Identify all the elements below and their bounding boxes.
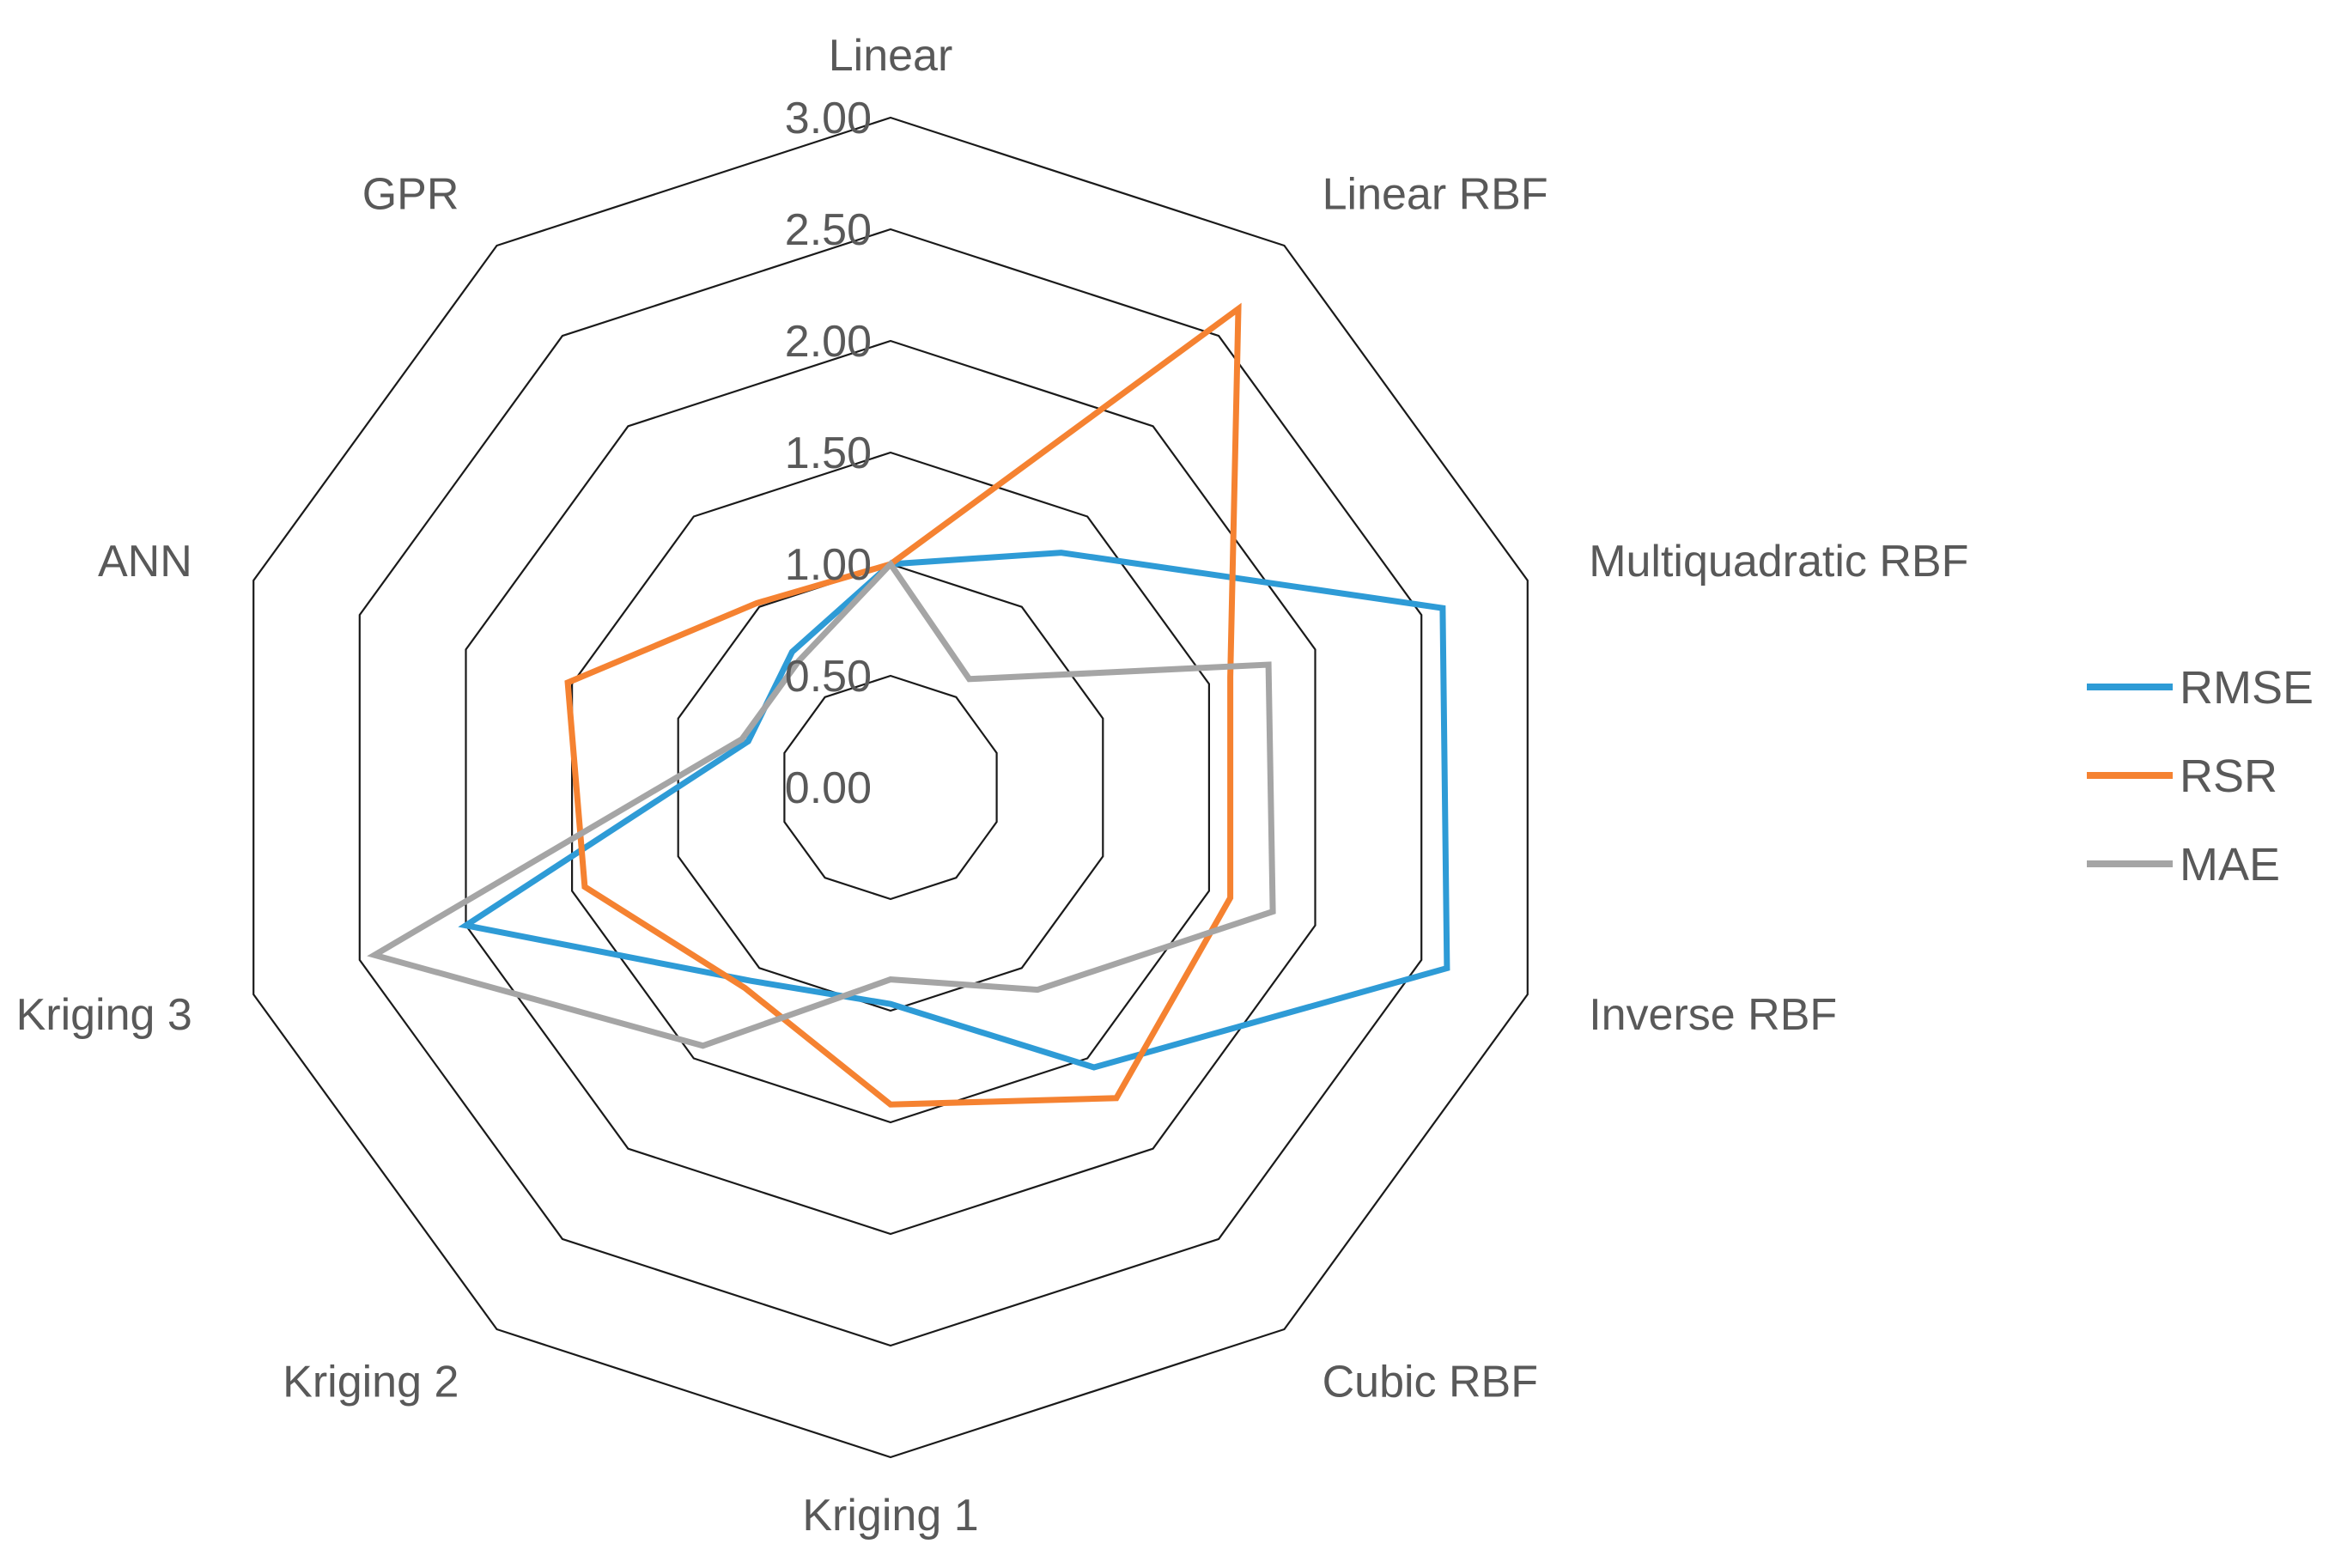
grid-ring [570, 451, 1211, 1124]
category-labels: Linear Linear RBF Multiquadratic RBF Invers… [16, 31, 1969, 1541]
radar-grid [252, 116, 1529, 1459]
category-label: Linear RBF [1323, 169, 1548, 219]
category-label: Kriging 2 [283, 1358, 459, 1407]
grid-ring [252, 116, 1529, 1459]
category-label: Kriging 3 [16, 990, 192, 1040]
radial-axis-ticks: 0.00 0.50 1.00 1.50 2.00 2.50 3.00 [785, 94, 872, 813]
series-line-rsr [564, 302, 1242, 1108]
data-series [367, 302, 1450, 1108]
series-line-mae [367, 559, 1276, 1049]
grid-ring [465, 339, 1316, 1236]
grid-ring [783, 674, 998, 901]
category-label: Cubic RBF [1323, 1358, 1538, 1407]
legend-label: MAE [2180, 839, 2280, 890]
tick-label: 1.00 [785, 540, 872, 590]
category-label: ANN [98, 537, 192, 586]
category-label: GPR [362, 169, 459, 219]
tick-label: 0.00 [785, 763, 872, 813]
category-label: Linear [829, 31, 953, 81]
tick-label: 1.50 [785, 428, 872, 478]
legend-label: RSR [2180, 751, 2277, 802]
tick-label: 2.50 [785, 205, 872, 255]
tick-label: 3.00 [785, 94, 872, 143]
legend-label: RMSE [2180, 662, 2314, 714]
category-label: Inverse RBF [1589, 990, 1837, 1040]
category-label: Kriging 1 [802, 1491, 978, 1541]
tick-label: 0.50 [785, 652, 872, 702]
grid-ring [358, 228, 1423, 1347]
tick-label: 2.00 [785, 317, 872, 367]
grid-ring [677, 562, 1104, 1012]
category-label: Multiquadratic RBF [1589, 537, 1968, 586]
legend: RMSE RSR MAE [2087, 662, 2314, 890]
